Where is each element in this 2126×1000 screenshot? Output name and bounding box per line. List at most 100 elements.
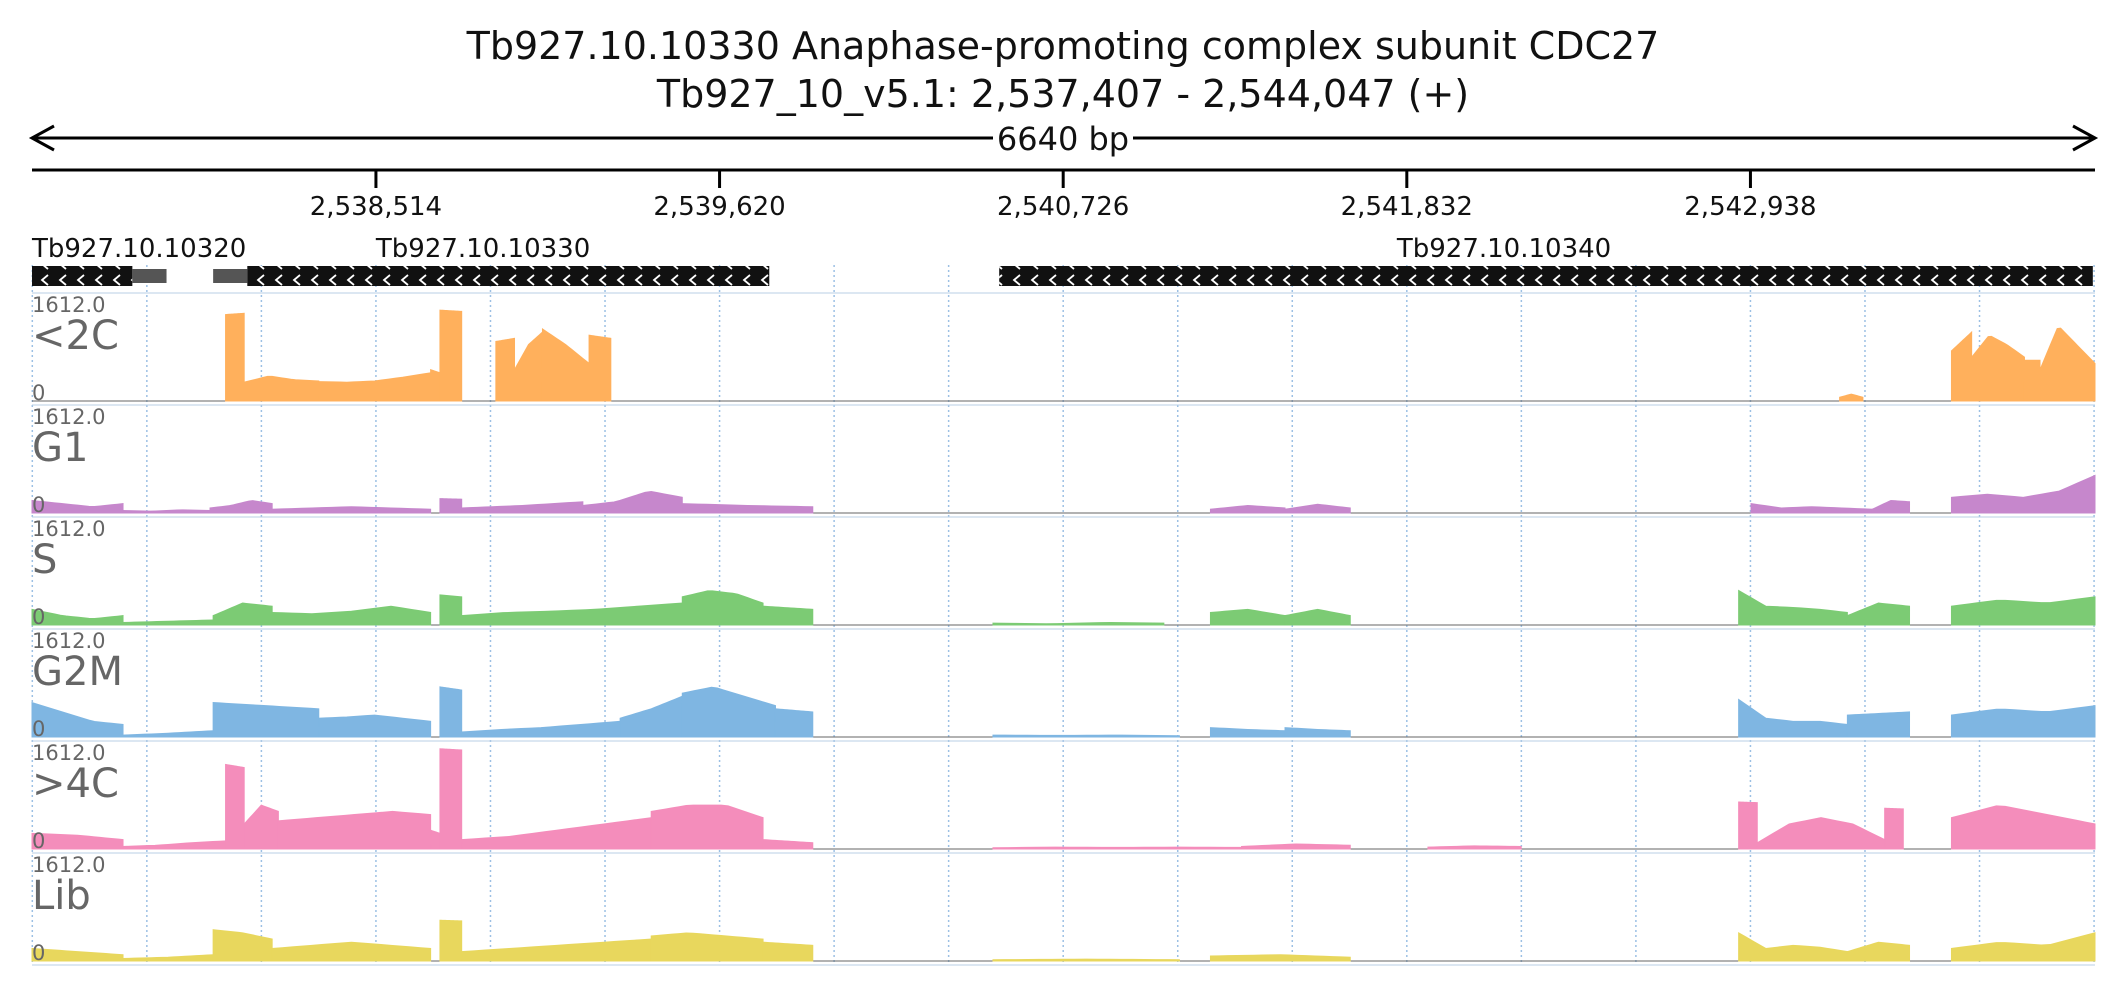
coverage-area [1209, 504, 1286, 514]
coverage-area [212, 929, 273, 962]
coverage-area [31, 832, 124, 850]
coverage-area [439, 686, 463, 738]
coverage-area [762, 941, 814, 962]
ruler-tick-label: 2,541,832 [1341, 192, 1473, 222]
coverage-area [461, 501, 584, 514]
track-min-label: 0 [32, 605, 45, 629]
coverage-area [122, 509, 211, 514]
coverage-area [430, 829, 441, 850]
coverage-area [31, 608, 124, 626]
coverage-area [1871, 499, 1911, 514]
genomic-location: Tb927_10_v5.1: 2,537,407 - 2,544,047 (+) [656, 72, 1469, 116]
coverage-track: 1612.0<2C 0 [32, 292, 2096, 405]
coverage-area [1950, 474, 2096, 514]
coverage-area [122, 954, 214, 962]
coverage-area [1284, 503, 1351, 514]
coverage-area [212, 702, 320, 738]
coverage-area [430, 368, 441, 402]
coverage-area [31, 701, 124, 738]
gene-track: Tb927.10.10320 Tb927.10.10330 Tb927.10.103… [31, 234, 2093, 286]
coverage-area [588, 334, 612, 402]
coverage-area [992, 734, 1180, 738]
coverage-area [1738, 931, 1848, 962]
track-name: G1 [32, 425, 88, 471]
coverage-area [681, 590, 764, 626]
coverage-area [650, 932, 764, 962]
coverage-area [495, 337, 516, 402]
gene-label: Tb927.10.10320 [31, 234, 246, 264]
strand-arrows-icon [32, 266, 133, 286]
coverage-area [1950, 705, 2096, 738]
track-max-label: 1612.0 [32, 293, 105, 317]
coverage-area [1750, 503, 1873, 514]
coverage-area [1846, 602, 1911, 626]
gene-label: Tb927.10.10340 [1396, 234, 1611, 264]
gene-utr-block[interactable] [213, 269, 248, 283]
coverage-area [31, 499, 124, 514]
track-min-label: 0 [32, 717, 45, 741]
coverage-area [461, 817, 652, 850]
coverage-area [1950, 596, 2096, 626]
coverage-area [122, 840, 227, 850]
track-min-label: 0 [32, 381, 45, 405]
coverage-area [514, 330, 543, 402]
coverage-area [1209, 727, 1286, 738]
coverage-area [1241, 843, 1351, 850]
strand-arrows-icon [999, 266, 2093, 286]
coverage-area [1884, 807, 1904, 850]
coverage-area [992, 846, 1243, 850]
coverage-area [225, 763, 245, 850]
gene-utr-block[interactable] [132, 269, 167, 283]
coverage-area [992, 958, 1180, 962]
span-label: 6640 bp [997, 120, 1129, 158]
track-min-label: 0 [32, 493, 45, 517]
coverage-area [992, 622, 1165, 626]
coverage-area [461, 720, 621, 738]
strand-arrows-icon [247, 266, 770, 286]
coverage-area [461, 602, 683, 626]
coverage-track: 1612.0G1 0 [31, 404, 2096, 517]
coverage-area [271, 605, 432, 626]
coverage-area [650, 804, 764, 850]
coverage-area [243, 375, 320, 402]
coverage-area [1209, 954, 1351, 962]
coverage-area [439, 309, 463, 402]
track-name: <2C [32, 313, 119, 359]
coverage-area [318, 372, 432, 402]
span-right-arrow-icon [2072, 124, 2099, 152]
coverage-area [1950, 932, 2096, 962]
coverage-area [1846, 941, 1911, 962]
track-min-label: 0 [32, 941, 45, 965]
coverage-area [243, 804, 279, 850]
track-name: Lib [32, 873, 91, 919]
coverage-area [225, 312, 245, 402]
track-min-label: 0 [32, 829, 45, 853]
coverage-area [1846, 711, 1911, 738]
coverage-area [1971, 335, 2025, 402]
track-max-label: 1612.0 [32, 853, 105, 877]
coverage-area [762, 605, 814, 626]
coverage-area [122, 730, 214, 738]
coverage-area [1756, 817, 1886, 850]
track-max-label: 1612.0 [32, 629, 105, 653]
page-title: Tb927.10.10330 Anaphase-promoting comple… [466, 24, 1660, 68]
coverage-track: 1612.0>4C 0 [31, 740, 2096, 853]
coverage-area [1738, 589, 1848, 626]
track-name: S [32, 537, 57, 583]
coverage-area [439, 594, 463, 626]
coverage-tracks: 1612.0<2C01612.0G101612.0S01612.0G2M0161… [31, 292, 2096, 966]
track-max-label: 1612.0 [32, 741, 105, 765]
coverage-area [1427, 845, 1522, 850]
span-left-arrow-icon [28, 124, 55, 152]
coverage-area [212, 602, 273, 626]
coverage-area [2023, 359, 2041, 402]
coverage-area [439, 498, 463, 514]
coverage-area [681, 503, 814, 514]
coverage-area [1738, 801, 1758, 850]
coverage-area [122, 619, 214, 626]
coverage-area [582, 490, 683, 514]
coverage-area [1284, 608, 1351, 626]
coverage-area [1209, 608, 1286, 626]
